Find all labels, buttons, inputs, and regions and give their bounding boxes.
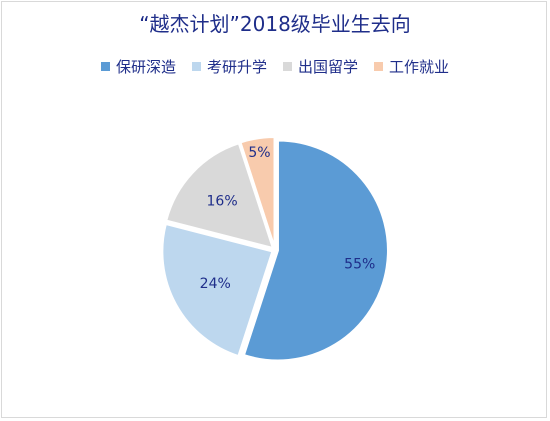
legend-item-1: 考研升学 [191, 56, 267, 77]
legend-item-2: 出国留学 [283, 56, 358, 77]
legend-item-0: 保研深造 [100, 56, 176, 77]
pie-slice-3 [239, 136, 276, 248]
legend-item-3: 工作就业 [374, 56, 449, 77]
pie-slice-0 [242, 139, 389, 362]
legend-swatch-3 [374, 62, 384, 71]
pie-slice-label-2: 16% [207, 193, 238, 209]
legend-swatch-2 [283, 62, 292, 71]
pie-slice-label-3: 5% [248, 145, 270, 161]
pie-slices [161, 136, 389, 362]
chart-legend: 保研深造 考研升学 出国留学 工作就业 [0, 56, 550, 77]
legend-swatch-1 [191, 62, 201, 71]
pie-slice-labels: 55% 24% 16% 5% [200, 145, 376, 292]
legend-label-1: 考研升学 [206, 58, 267, 76]
legend-label-3: 工作就业 [389, 58, 450, 76]
pie-slice-label-1: 24% [200, 276, 231, 292]
pie-slice-2 [165, 142, 275, 250]
chart-title: “越杰计划”2018级毕业生去向 [139, 12, 411, 36]
legend-label-2: 出国留学 [298, 58, 359, 76]
legend-swatch-0 [100, 62, 110, 71]
legend-label-0: 保研深造 [115, 58, 176, 76]
pie-slice-label-0: 55% [344, 256, 375, 272]
pie-slice-1 [161, 222, 274, 358]
